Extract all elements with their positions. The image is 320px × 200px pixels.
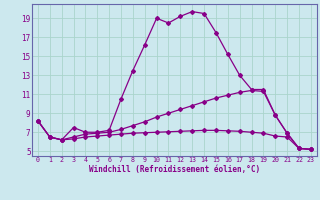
X-axis label: Windchill (Refroidissement éolien,°C): Windchill (Refroidissement éolien,°C) bbox=[89, 165, 260, 174]
